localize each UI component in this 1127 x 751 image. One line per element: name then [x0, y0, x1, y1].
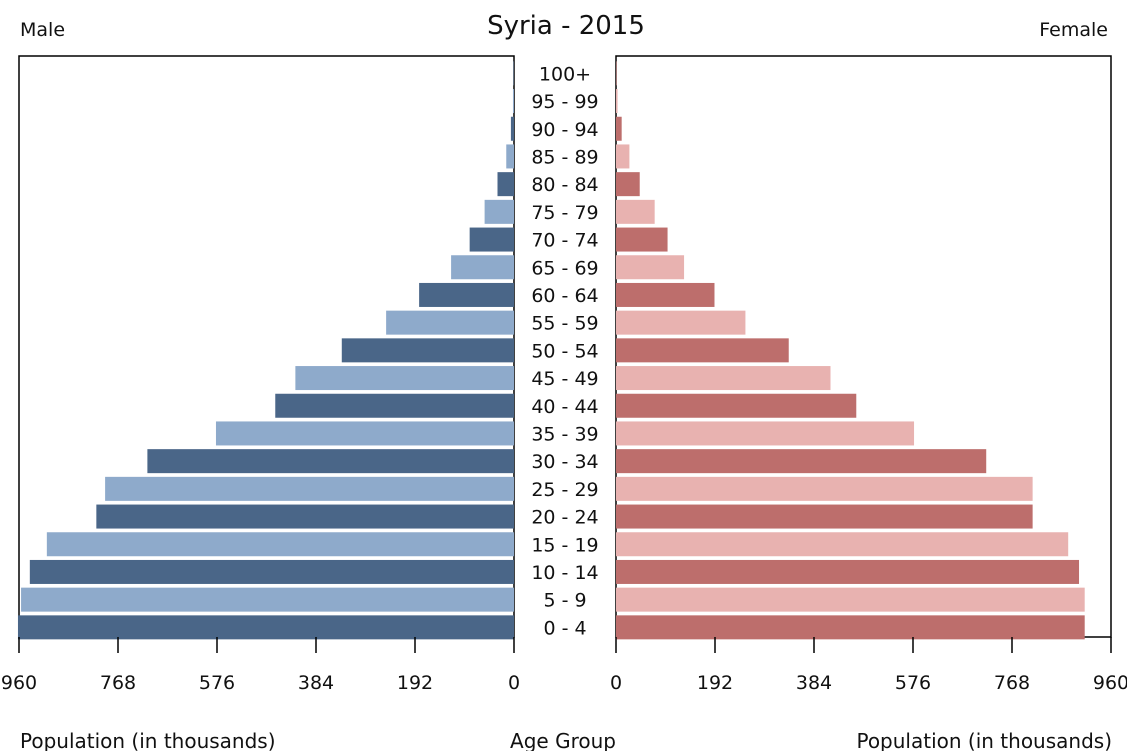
female-bar	[616, 476, 1033, 501]
age-group-label: 100+	[539, 63, 591, 85]
age-group-label: 30 - 34	[531, 451, 598, 473]
male-bar	[469, 227, 514, 252]
female-bar	[616, 615, 1085, 640]
x-tick-label: 576	[895, 672, 931, 694]
age-group-label: 35 - 39	[531, 423, 598, 445]
age-group-label: 20 - 24	[531, 507, 598, 529]
age-group-label: 80 - 84	[531, 174, 598, 196]
age-group-label: 85 - 89	[531, 146, 598, 168]
female-bar	[616, 449, 987, 474]
x-tick-label: 960	[1, 672, 37, 694]
female-bar	[616, 255, 685, 280]
chart-title: Syria - 2015	[487, 11, 645, 41]
male-bar	[341, 338, 514, 363]
x-tick-label: 768	[100, 672, 136, 694]
age-group-axis-title: Age Group	[510, 729, 616, 751]
female-bar	[616, 227, 668, 252]
x-tick-label: 0	[610, 672, 622, 694]
age-group-label: 65 - 69	[531, 257, 598, 279]
female-axis-title: Population (in thousands)	[856, 729, 1112, 751]
age-group-labels: 100+ 95 - 99 90 - 94 85 - 89 80 - 84 75 - 79 7…	[531, 63, 598, 639]
age-group-label: 50 - 54	[531, 340, 598, 362]
female-bar	[616, 421, 915, 446]
female-bar	[616, 338, 789, 363]
female-bar	[616, 532, 1069, 557]
male-bar	[46, 532, 514, 557]
age-group-label: 5 - 9	[543, 590, 586, 612]
female-bar	[616, 172, 640, 197]
age-group-label: 70 - 74	[531, 230, 598, 252]
male-bar	[275, 393, 514, 418]
male-label: Male	[20, 19, 65, 41]
male-bar	[497, 172, 514, 197]
male-bar	[451, 255, 514, 280]
age-group-label: 40 - 44	[531, 396, 598, 418]
x-tick-label: 768	[994, 672, 1030, 694]
male-bar	[513, 61, 514, 86]
male-x-axis: 960 768 576 384 192 0	[1, 637, 520, 694]
age-group-label: 45 - 49	[531, 368, 598, 390]
female-bar	[616, 282, 715, 307]
male-bar	[29, 559, 514, 584]
age-group-label: 0 - 4	[543, 617, 586, 639]
male-bar	[147, 449, 514, 474]
age-group-label: 90 - 94	[531, 119, 598, 141]
male-bar	[386, 310, 514, 335]
male-bar	[215, 421, 514, 446]
age-group-label: 15 - 19	[531, 534, 598, 556]
age-group-label: 25 - 29	[531, 479, 598, 501]
age-group-label: 10 - 14	[531, 562, 598, 584]
male-bar	[21, 587, 514, 612]
female-bar	[616, 116, 622, 141]
male-bar	[105, 476, 514, 501]
female-label: Female	[1039, 19, 1108, 41]
female-x-axis: 0 192 384 576 768 960	[610, 637, 1127, 694]
x-tick-label: 384	[796, 672, 832, 694]
female-bar	[616, 199, 655, 224]
male-bar	[512, 89, 514, 114]
female-bars	[616, 61, 1085, 640]
male-bar	[506, 144, 514, 169]
male-bar	[419, 282, 514, 307]
male-bar	[96, 504, 514, 529]
x-tick-label: 192	[397, 672, 433, 694]
male-bar	[510, 116, 514, 141]
male-bars	[17, 61, 514, 640]
male-bar	[295, 366, 514, 391]
female-bar	[616, 393, 857, 418]
female-bar	[616, 89, 618, 114]
x-tick-label: 0	[508, 672, 520, 694]
male-bar	[484, 199, 514, 224]
female-bar	[616, 61, 617, 86]
male-axis-title: Population (in thousands)	[20, 729, 276, 751]
female-bar	[616, 310, 746, 335]
x-tick-label: 192	[697, 672, 733, 694]
female-bar	[616, 366, 831, 391]
age-group-label: 95 - 99	[531, 91, 598, 113]
x-tick-label: 576	[199, 672, 235, 694]
female-bar	[616, 504, 1033, 529]
female-bar	[616, 144, 630, 169]
x-tick-label: 960	[1093, 672, 1127, 694]
female-bar	[616, 559, 1080, 584]
age-group-label: 75 - 79	[531, 202, 598, 224]
female-bar	[616, 587, 1085, 612]
age-group-label: 55 - 59	[531, 313, 598, 335]
male-bar	[17, 615, 514, 640]
age-group-label: 60 - 64	[531, 285, 598, 307]
x-tick-label: 384	[298, 672, 334, 694]
